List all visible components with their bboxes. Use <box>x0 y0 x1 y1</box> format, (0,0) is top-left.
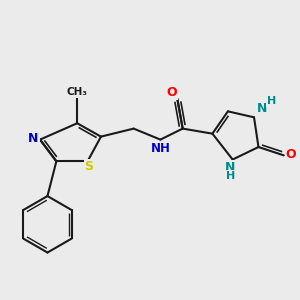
Text: N: N <box>257 103 268 116</box>
Text: CH₃: CH₃ <box>67 87 88 97</box>
Text: N: N <box>225 161 236 174</box>
Text: O: O <box>167 86 177 99</box>
Text: NH: NH <box>151 142 170 155</box>
Text: H: H <box>267 96 277 106</box>
Text: S: S <box>85 160 94 173</box>
Text: N: N <box>28 132 39 145</box>
Text: O: O <box>286 148 296 161</box>
Text: H: H <box>226 171 235 181</box>
